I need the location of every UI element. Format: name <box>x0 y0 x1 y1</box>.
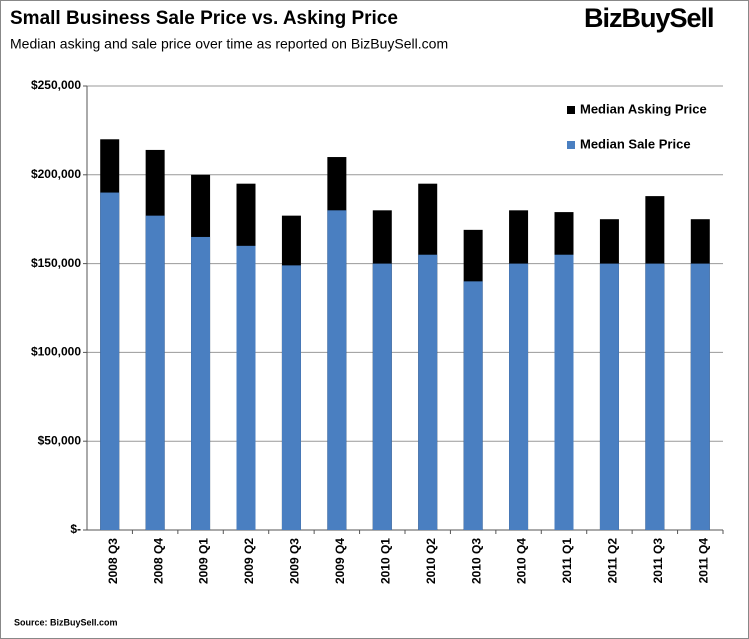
x-tick-label: 2010 Q1 <box>378 538 392 584</box>
legend-swatch <box>567 141 575 149</box>
y-tick-label: $- <box>70 522 81 536</box>
x-tick-label: 2008 Q4 <box>151 538 165 584</box>
bar <box>236 245 256 530</box>
bar <box>418 254 438 530</box>
x-tick-label: 2010 Q4 <box>515 538 529 584</box>
x-tick-label: 2009 Q2 <box>242 538 256 584</box>
bar <box>327 210 347 530</box>
bar <box>372 263 392 530</box>
bar <box>463 281 483 530</box>
x-tick-label: 2009 Q1 <box>197 538 211 584</box>
brand-logo: BizBuySell <box>584 3 714 33</box>
y-tick-label: $50,000 <box>38 433 82 447</box>
chart-subtitle: Median asking and sale price over time a… <box>10 36 448 52</box>
x-tick-label: 2011 Q3 <box>651 538 665 584</box>
bar <box>690 263 710 530</box>
y-tick-label: $150,000 <box>31 256 81 270</box>
y-tick-label: $250,000 <box>31 78 81 92</box>
legend-label: Median Asking Price <box>580 101 707 116</box>
source-note: Source: BizBuySell.com <box>14 617 118 627</box>
bar <box>281 265 301 530</box>
legend-swatch <box>567 106 575 114</box>
bar <box>645 263 665 530</box>
y-tick-label: $200,000 <box>31 167 81 181</box>
chart-title: Small Business Sale Price vs. Asking Pri… <box>10 8 398 29</box>
x-tick-label: 2011 Q1 <box>560 538 574 584</box>
x-tick-label: 2009 Q4 <box>333 538 347 584</box>
x-tick-label: 2010 Q3 <box>469 538 483 584</box>
x-tick-label: 2008 Q3 <box>106 538 120 584</box>
bar <box>554 254 574 530</box>
x-tick-label: 2009 Q3 <box>288 538 302 584</box>
x-tick-label: 2010 Q2 <box>424 538 438 584</box>
bar <box>100 192 120 530</box>
legend-label: Median Sale Price <box>580 136 691 151</box>
y-tick-label: $100,000 <box>31 345 81 359</box>
bar <box>191 236 211 530</box>
x-tick-label: 2011 Q4 <box>696 538 710 584</box>
x-tick-label: 2011 Q2 <box>606 538 620 584</box>
bar <box>599 263 619 530</box>
bar <box>509 263 529 530</box>
bar <box>145 215 165 530</box>
